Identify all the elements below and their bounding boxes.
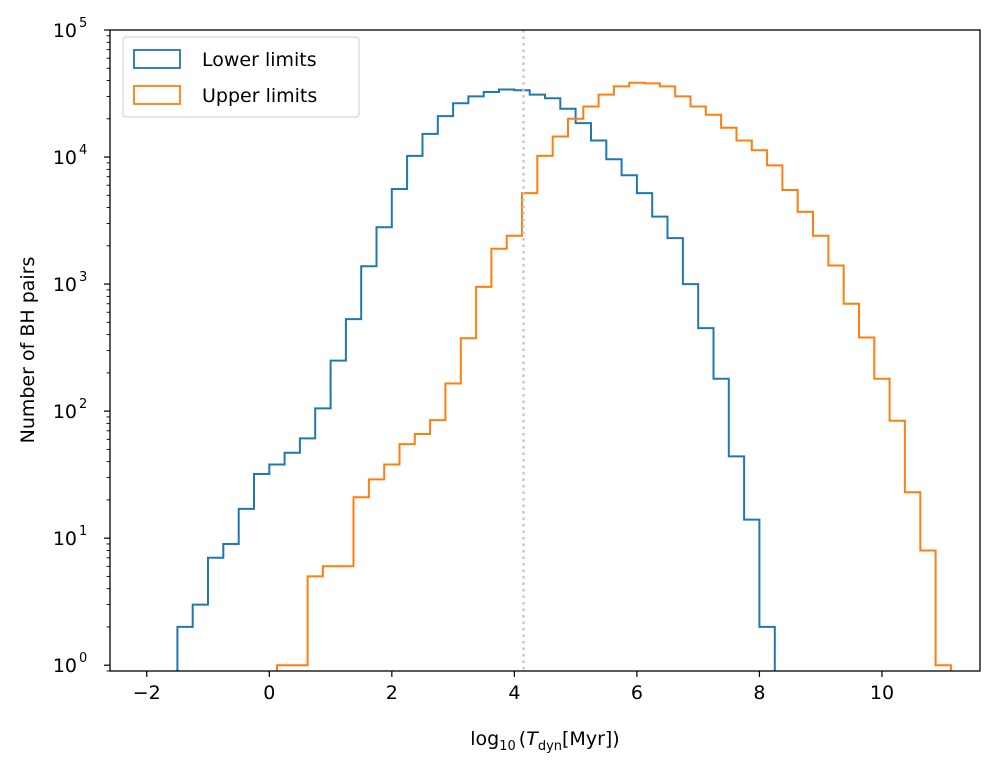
x-axis: −2 0 2 4 6 8 10 <box>133 671 894 704</box>
y-tick-exponent: 3 <box>79 270 87 285</box>
x-tick-label: 2 <box>386 682 398 704</box>
legend-frame <box>122 36 360 118</box>
x-axis-label-var: T <box>526 728 539 750</box>
y-axis-label: Number of BH pairs <box>17 257 39 444</box>
x-tick-label: 6 <box>631 682 643 704</box>
legend-label-upper: Upper limits <box>202 85 317 107</box>
legend: Lower limits Upper limits <box>122 36 360 118</box>
series-upper-limits-step <box>276 81 952 671</box>
y-tick-exponent: 1 <box>79 524 87 539</box>
x-tick-label: 0 <box>263 682 275 704</box>
y-tick-label: 10 <box>53 274 77 296</box>
x-axis-label-prefix: log <box>470 728 499 750</box>
legend-label-lower: Lower limits <box>202 49 317 71</box>
y-tick-label: 10 <box>53 655 77 677</box>
y-tick-exponent: 5 <box>79 16 87 31</box>
x-tick-label: −2 <box>133 682 161 704</box>
series-lower-limits-step <box>176 88 776 671</box>
legend-patch-upper <box>133 85 181 105</box>
x-tick-label: 4 <box>508 682 520 704</box>
x-tick-label: 10 <box>870 682 894 704</box>
legend-entry-upper: Upper limits <box>133 85 317 107</box>
y-tick-label: 10 <box>53 20 77 42</box>
y-tick-exponent: 2 <box>79 397 87 412</box>
x-axis-label-unit: [Myr]) <box>562 728 620 750</box>
x-axis-label-prefix-sub: 10 <box>499 739 516 754</box>
legend-patch-lower <box>133 49 181 69</box>
y-tick-label: 10 <box>53 401 77 423</box>
x-axis-label: log10 (Tdyn[Myr]) <box>470 728 619 754</box>
y-tick-exponent: 0 <box>79 651 87 666</box>
y-tick-label: 10 <box>53 528 77 550</box>
y-tick-exponent: 4 <box>79 143 87 158</box>
y-tick-label: 10 <box>53 147 77 169</box>
series-layer <box>176 81 952 671</box>
x-axis-label-var-sub: dyn <box>538 739 562 754</box>
x-tick-label: 8 <box>753 682 765 704</box>
legend-entry-lower: Lower limits <box>133 49 317 71</box>
x-axis-label-open: ( <box>519 728 526 750</box>
